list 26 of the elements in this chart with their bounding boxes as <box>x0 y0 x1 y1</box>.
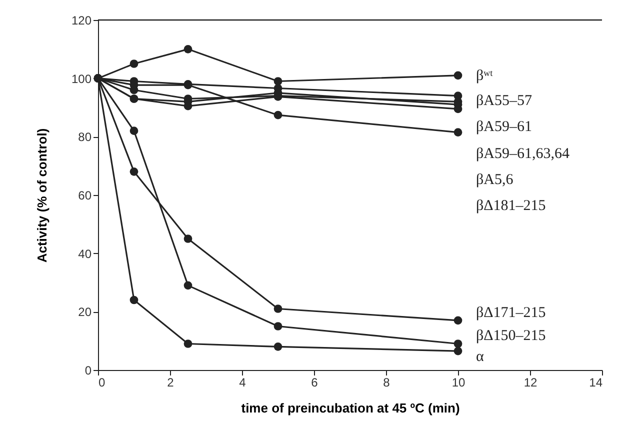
y-tick-label: 80 <box>78 130 92 144</box>
x-axis-title: time of preincubation at 45 ºC (min) <box>241 400 460 416</box>
series-label: βΔ150–215 <box>476 328 546 344</box>
y-tick-label: 120 <box>71 14 92 28</box>
y-axis-title: Activity (% of control) <box>34 128 50 263</box>
x-tick-label: 6 <box>311 376 318 390</box>
text: βΔ181–215 <box>476 198 546 214</box>
x-tick-label: 14 <box>589 376 603 390</box>
text: βA5,6 <box>476 172 514 188</box>
y-tick-label: 40 <box>78 246 92 261</box>
series-label: βʷᵗ <box>476 68 494 84</box>
x-tick-label: 4 <box>239 376 246 390</box>
y-tick-label: 60 <box>78 188 92 202</box>
series-label: βA59–61 <box>476 119 532 135</box>
y-tick-label: 20 <box>78 305 92 320</box>
y-tick-label: 100 <box>71 72 92 86</box>
series-label: βΔ171–215 <box>476 305 546 321</box>
x-tick-label: 10 <box>452 376 466 390</box>
x-tick-label: 2 <box>167 376 174 390</box>
series-label: α <box>476 349 484 365</box>
y-tick-label: 0 <box>84 364 92 378</box>
x-tick-label: 12 <box>524 376 538 390</box>
x-tick-label: 0 <box>98 376 106 390</box>
series-label: βA55–57 <box>476 93 532 109</box>
text: βA59–61,63,64 <box>476 146 570 162</box>
x-tick-label: 8 <box>383 376 390 390</box>
